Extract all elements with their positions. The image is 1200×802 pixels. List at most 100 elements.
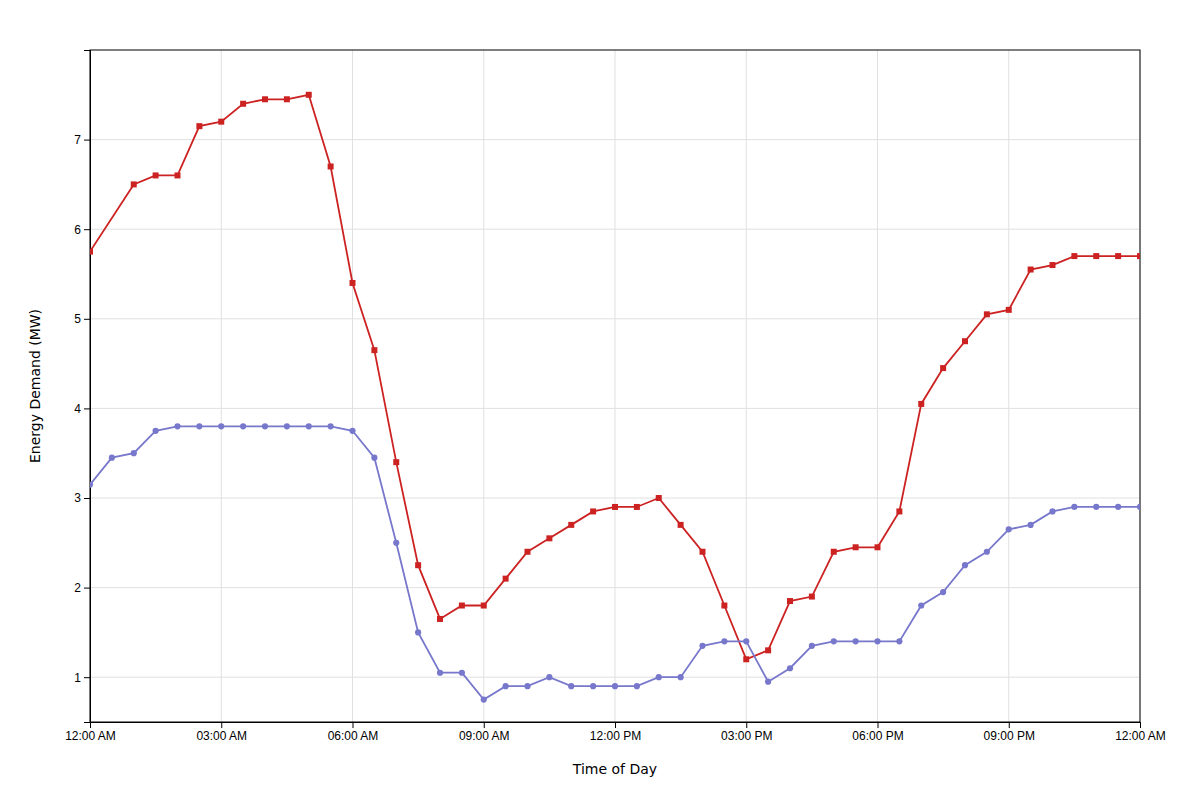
point — [481, 603, 487, 609]
x-tick: 09:00 PM — [984, 722, 1035, 743]
point — [524, 683, 530, 689]
point — [131, 450, 137, 456]
grid-line — [1008, 50, 1009, 722]
y-axis: 1 2 3 4 5 6 7 — [74, 51, 90, 723]
point — [546, 674, 552, 680]
x-tick: 06:00 PM — [852, 722, 903, 743]
y-tick: 6 — [74, 223, 90, 237]
point — [284, 96, 290, 102]
tick-label: 7 — [74, 133, 81, 147]
tick-label: 2 — [74, 581, 81, 595]
tick-label: 06:00 PM — [852, 729, 903, 743]
plot: 12:00 AM 03:00 AM 06:00 AM 09:00 AM 12:00 PM… — [65, 50, 1166, 743]
point — [590, 508, 596, 514]
grid-line — [877, 50, 878, 722]
point — [634, 683, 640, 689]
point — [90, 481, 93, 487]
x-tick: 03:00 AM — [196, 722, 247, 743]
point — [656, 495, 662, 501]
point — [262, 423, 268, 429]
point — [546, 535, 552, 541]
y-tick: 2 — [74, 581, 90, 595]
tick-mark — [84, 498, 90, 499]
tick-mark — [221, 722, 222, 728]
point — [612, 683, 618, 689]
point — [568, 522, 574, 528]
point — [437, 616, 443, 622]
series-layer — [90, 92, 1140, 703]
point — [853, 544, 859, 550]
point — [678, 522, 684, 528]
point — [437, 670, 443, 676]
y-axis-title: Energy Demand (MW) — [27, 309, 43, 463]
x-tick: 12:00 PM — [590, 722, 641, 743]
tick-mark — [1140, 722, 1141, 728]
y-tick: 3 — [74, 491, 90, 505]
tick-label: 09:00 AM — [459, 729, 510, 743]
point — [634, 504, 640, 510]
point — [306, 92, 312, 98]
tick-label: 3 — [74, 491, 81, 505]
point — [328, 423, 334, 429]
point — [393, 540, 399, 546]
tick-label: 03:00 PM — [721, 729, 772, 743]
tick-label: 4 — [74, 402, 81, 416]
tick-mark — [746, 722, 747, 728]
point — [240, 423, 246, 429]
point — [1137, 504, 1140, 510]
tick-mark — [84, 140, 90, 141]
series — [90, 423, 1140, 702]
grid-line — [90, 587, 1140, 588]
point — [1115, 504, 1121, 510]
tick-label: 09:00 PM — [984, 729, 1035, 743]
tick-mark — [84, 677, 90, 678]
point — [90, 249, 93, 255]
point — [503, 576, 509, 582]
point — [1071, 253, 1077, 259]
point — [787, 665, 793, 671]
tick-mark — [878, 722, 879, 728]
tick-label: 5 — [74, 312, 81, 326]
point — [153, 172, 159, 178]
point — [328, 163, 334, 169]
tick-label: 06:00 AM — [328, 729, 379, 743]
point — [568, 683, 574, 689]
point — [896, 638, 902, 644]
chart: 12:00 AM 03:00 AM 06:00 AM 09:00 AM 12:00 PM… — [0, 0, 1200, 802]
point — [765, 647, 771, 653]
tick-label: 1 — [74, 671, 81, 685]
plot-frame — [90, 50, 1140, 722]
point — [809, 643, 815, 649]
grid-line — [615, 50, 616, 722]
point — [1050, 262, 1056, 268]
point — [787, 598, 793, 604]
x-axis: 12:00 AM 03:00 AM 06:00 AM 09:00 AM 12:00 PM… — [65, 722, 1166, 743]
axis-line — [91, 723, 1141, 729]
point — [831, 549, 837, 555]
grid-line — [90, 498, 1140, 499]
point — [306, 423, 312, 429]
y-tick: 7 — [74, 133, 90, 147]
point — [721, 638, 727, 644]
point — [196, 123, 202, 129]
point — [1006, 526, 1012, 532]
point — [699, 643, 705, 649]
grid-line — [483, 50, 484, 722]
tick-mark — [84, 319, 90, 320]
x-tick: 12:00 AM — [65, 722, 116, 743]
point — [940, 589, 946, 595]
x-tick: 12:00 AM — [1115, 722, 1166, 743]
point — [349, 428, 355, 434]
point — [218, 423, 224, 429]
point — [656, 674, 662, 680]
point — [1028, 267, 1034, 273]
point — [875, 544, 881, 550]
point — [218, 119, 224, 125]
point — [371, 455, 377, 461]
point — [1115, 253, 1121, 259]
x-tick: 06:00 AM — [328, 722, 379, 743]
tick-mark — [84, 229, 90, 230]
point — [1006, 307, 1012, 313]
tick-label: 03:00 AM — [196, 729, 247, 743]
tick-mark — [84, 408, 90, 409]
